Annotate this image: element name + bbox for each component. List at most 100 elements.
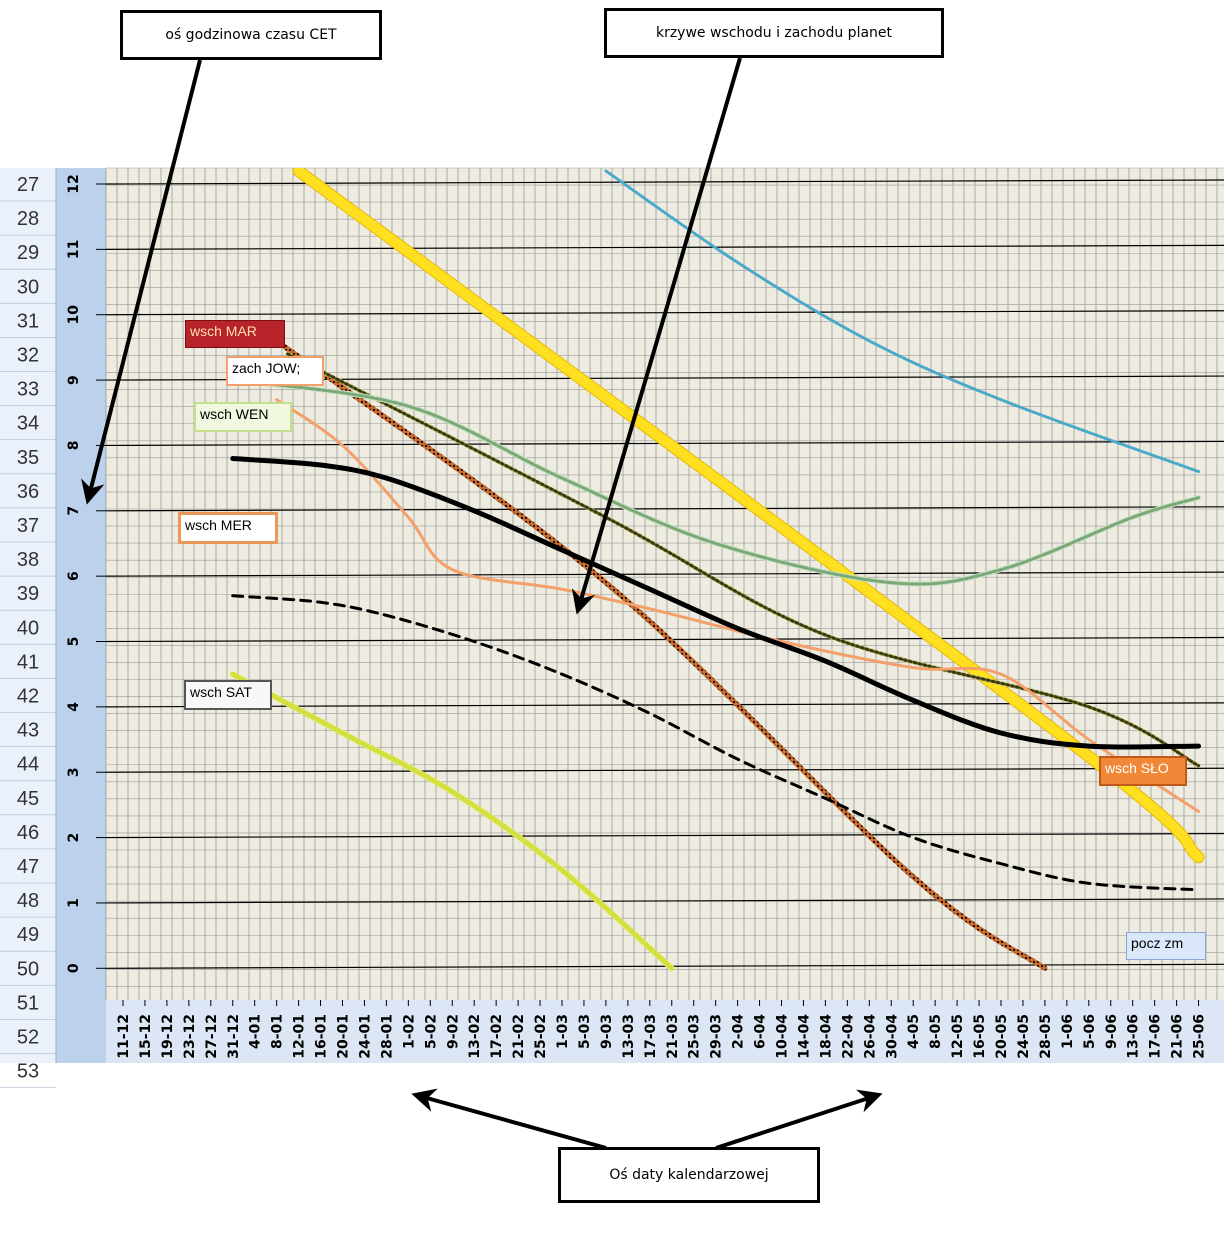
- date-tick-label: 26-04: [862, 1014, 878, 1059]
- date-tick-label: 12-01: [292, 1014, 308, 1059]
- callout-hour-axis: oś godzinowa czasu CET: [120, 10, 382, 60]
- date-tick-label: 8-05: [928, 1014, 944, 1049]
- tag-mars: wsch MAR: [185, 320, 285, 348]
- hour-tick-label: 8: [66, 441, 82, 451]
- row-number: 47: [17, 856, 39, 878]
- hour-tick-label: 5: [66, 637, 82, 647]
- row-number: 32: [17, 345, 39, 367]
- hour-tick-label: 7: [66, 506, 82, 516]
- hour-gridline: [105, 571, 1224, 577]
- date-tick-label: 18-04: [818, 1014, 834, 1059]
- hour-tick-label: 0: [66, 963, 82, 973]
- date-tick-label: 28-01: [379, 1014, 395, 1059]
- hour-gridline: [105, 506, 1224, 512]
- date-tick-label: 11-12: [116, 1014, 132, 1059]
- tag-twilight: pocz zm: [1126, 932, 1206, 960]
- row-number: 50: [17, 958, 39, 980]
- date-tick-label: 21-06: [1170, 1014, 1186, 1059]
- date-tick-label: 10-04: [775, 1014, 791, 1059]
- callout-date-axis: Oś daty kalendarzowej: [558, 1147, 820, 1203]
- callout-curves: krzywe wschodu i zachodu planet: [604, 8, 944, 58]
- date-tick-label: 13-06: [1126, 1014, 1142, 1059]
- date-tick-label: 24-05: [1016, 1014, 1032, 1059]
- series-mars: [274, 338, 1048, 971]
- date-tick-label: 5-02: [423, 1014, 439, 1049]
- date-tick-label: 17-06: [1148, 1014, 1164, 1059]
- date-tick-label: 25-02: [533, 1014, 549, 1059]
- date-tick-label: 4-05: [906, 1014, 922, 1049]
- hour-tick-label: 2: [66, 833, 82, 843]
- series-jupiter: [286, 352, 1201, 768]
- row-number: 33: [17, 379, 39, 401]
- date-tick-label: 2-04: [731, 1014, 747, 1049]
- date-tick-label: 13-02: [467, 1014, 483, 1059]
- series-cyan: [604, 169, 1201, 474]
- date-tick-label: 15-12: [138, 1014, 154, 1059]
- date-tick-label: 31-12: [226, 1014, 242, 1059]
- date-tick-label: 9-02: [445, 1014, 461, 1049]
- row-number: 31: [17, 310, 39, 332]
- date-tick-label: 17-02: [489, 1014, 505, 1059]
- date-tick-label: 5-06: [1082, 1014, 1098, 1049]
- date-tick-label: 13-03: [621, 1014, 637, 1059]
- date-tick-label: 9-03: [599, 1014, 615, 1049]
- row-number: 46: [17, 822, 39, 844]
- series-saturn: [230, 671, 675, 971]
- row-number: 42: [17, 686, 39, 708]
- series-mercury: [275, 398, 1201, 813]
- tag-sun: wsch SŁO: [1099, 756, 1187, 786]
- arrow-hour-axis: [81, 59, 202, 505]
- row-number: 41: [17, 651, 39, 673]
- date-tick-label: 21-02: [511, 1014, 527, 1059]
- date-tick-label: 9-06: [1104, 1014, 1120, 1049]
- date-tick-label: 24-01: [357, 1014, 373, 1059]
- row-number: 29: [17, 242, 39, 264]
- date-tick-label: 27-12: [204, 1014, 220, 1059]
- row-number: 53: [17, 1061, 39, 1083]
- date-tick-label: 6-04: [753, 1014, 769, 1049]
- row-number: 40: [17, 617, 39, 639]
- row-number: 36: [17, 481, 39, 503]
- row-number: 44: [17, 754, 39, 776]
- hour-gridline: [105, 244, 1224, 250]
- row-number: 28: [17, 208, 39, 230]
- row-number: 52: [17, 1027, 39, 1049]
- date-tick-label: 25-06: [1192, 1014, 1208, 1059]
- row-number: 49: [17, 924, 39, 946]
- row-number: 39: [17, 583, 39, 605]
- tag-mercury: wsch MER: [178, 512, 278, 544]
- row-number: 38: [17, 549, 39, 571]
- hour-tick-label: 6: [66, 571, 82, 581]
- date-tick-label: 14-04: [796, 1014, 812, 1059]
- date-tick-label: 20-05: [994, 1014, 1010, 1059]
- series-sun: [293, 168, 1204, 863]
- row-number: 51: [17, 992, 39, 1014]
- date-tick-label: 25-03: [687, 1014, 703, 1059]
- date-tick-label: 12-05: [950, 1014, 966, 1059]
- series-dawn: [230, 456, 1202, 750]
- row-number: 37: [17, 515, 39, 537]
- series-twilight: [231, 594, 1201, 892]
- hour-gridline: [105, 832, 1224, 839]
- arrow-date-axis-right: [715, 1089, 883, 1150]
- row-number: 27: [17, 174, 39, 196]
- date-tick-label: 8-01: [270, 1014, 286, 1049]
- date-tick-label: 1-06: [1060, 1014, 1076, 1049]
- tag-venus: wsch WEN: [194, 402, 292, 432]
- hour-gridline: [105, 767, 1224, 773]
- hour-tick-label: 12: [66, 174, 82, 193]
- hour-axis-strip: [56, 168, 106, 1063]
- hour-tick-label: 11: [66, 240, 82, 259]
- date-tick-label: 16-01: [314, 1014, 330, 1059]
- date-tick-label: 16-05: [972, 1014, 988, 1059]
- plot-area: [106, 168, 1224, 1000]
- date-tick-label: 5-03: [577, 1014, 593, 1049]
- date-tick-label: 1-03: [555, 1014, 571, 1049]
- row-number: 45: [17, 788, 39, 810]
- date-tick-label: 28-05: [1038, 1014, 1054, 1059]
- date-tick-label: 21-03: [665, 1014, 681, 1059]
- hour-tick-label: 10: [66, 305, 82, 325]
- row-number: 43: [17, 720, 39, 742]
